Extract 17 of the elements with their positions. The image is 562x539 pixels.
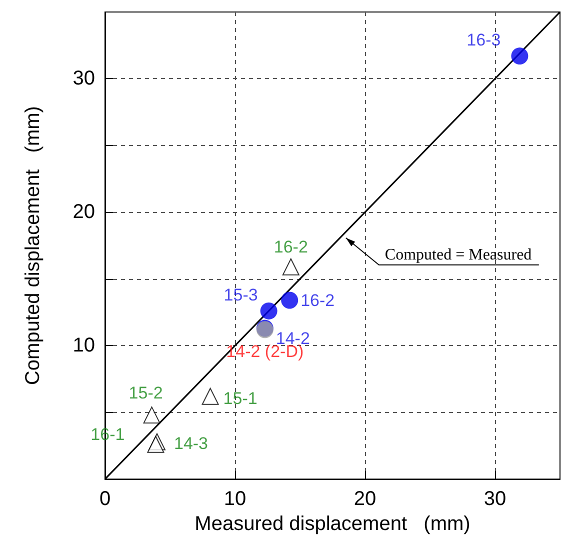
y-tick-label: 20 [72,201,95,224]
x-tick-label: 30 [484,488,506,510]
y-tick-label: 30 [72,68,95,90]
data-label: 16-2 [274,237,308,256]
x-tick-label: 0 [99,488,111,510]
y-axis-title: Computed displacement (mm) [22,106,44,386]
data-label: 16-2 [300,290,335,310]
x-tick-label: 10 [224,488,246,510]
x-tick-label: 20 [354,488,376,510]
data-label: 15-2 [128,384,163,403]
annotation: Computed = Measured [384,246,532,264]
data-label: 16-3 [466,30,501,50]
data-label: 15-1 [223,388,258,408]
y-tick-label: 10 [72,334,95,357]
x-axis-title: Measured displacement (mm) [194,513,470,535]
data-label: 14-3 [174,434,208,454]
data-label: 15-3 [224,285,258,304]
